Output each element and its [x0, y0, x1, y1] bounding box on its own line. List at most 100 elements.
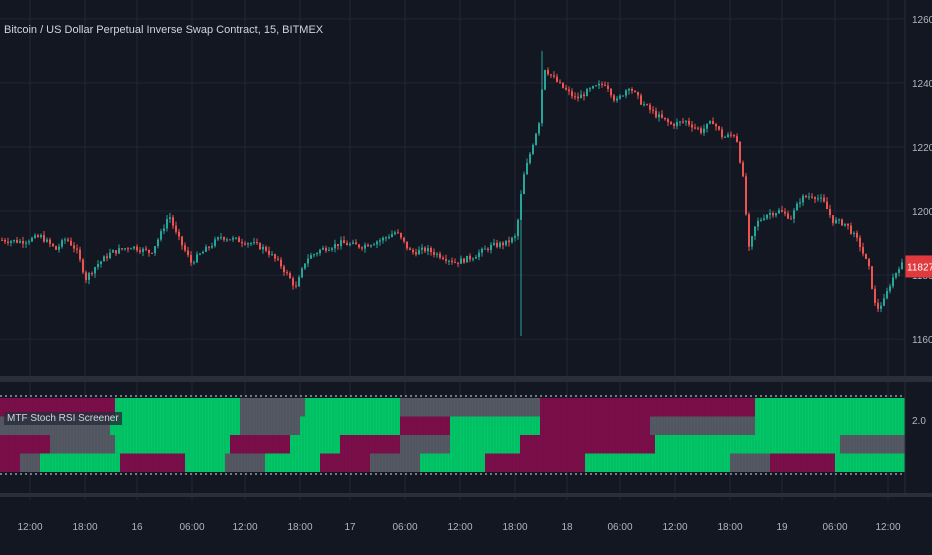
- heatmap-cell: [115, 435, 230, 454]
- candle-body: [586, 89, 588, 97]
- candle-body: [58, 246, 60, 250]
- candle-body: [676, 122, 678, 126]
- candle-body: [520, 194, 522, 220]
- candle-body: [610, 88, 612, 96]
- heatmap-cell: [520, 435, 655, 454]
- candle-body: [583, 94, 585, 97]
- candle-body: [613, 95, 615, 101]
- candle-body: [145, 248, 147, 250]
- candle-body: [154, 246, 156, 254]
- candle-body: [121, 248, 123, 250]
- candle-body: [547, 70, 549, 75]
- heatmap-cell: [50, 435, 115, 454]
- candle-body: [877, 302, 879, 309]
- candle-body: [85, 272, 87, 280]
- candle-body: [856, 232, 858, 238]
- candle-body: [514, 236, 516, 238]
- candle-body: [172, 217, 174, 226]
- candle-body: [385, 237, 387, 239]
- candle-body: [262, 246, 264, 250]
- candle-body: [664, 117, 666, 120]
- x-tick-label: 18:00: [287, 522, 312, 533]
- heatmap-cell: [290, 435, 340, 454]
- candle-body: [442, 257, 444, 260]
- candle-body: [541, 89, 543, 124]
- candle-body: [7, 241, 9, 243]
- candle-body: [277, 258, 279, 260]
- candle-body: [379, 240, 381, 242]
- candle-body: [160, 231, 162, 240]
- candle-body: [445, 259, 447, 261]
- candle-body: [268, 250, 270, 255]
- candle-body: [577, 96, 579, 99]
- candle-body: [838, 219, 840, 221]
- candle-body: [118, 248, 120, 254]
- heatmap-cell: [300, 416, 400, 435]
- x-tick-label: 12:00: [17, 522, 42, 533]
- candle-body: [718, 126, 720, 130]
- heatmap-cell: [20, 453, 40, 472]
- candle-body: [28, 241, 30, 243]
- candle-body: [604, 84, 606, 86]
- candle-body: [460, 258, 462, 264]
- candle-body: [49, 239, 51, 244]
- candle-body: [304, 263, 306, 269]
- candle-body: [313, 254, 315, 256]
- candle-body: [835, 219, 837, 224]
- candle-body: [97, 264, 99, 268]
- x-tick-label: 17: [344, 522, 356, 533]
- candle-body: [523, 174, 525, 195]
- candle-body: [487, 248, 489, 251]
- candle-body: [139, 250, 141, 252]
- candle-body: [694, 127, 696, 129]
- candle-body: [598, 83, 600, 86]
- candle-body: [352, 242, 354, 244]
- candle-body: [82, 259, 84, 273]
- candle-body: [256, 242, 258, 244]
- candle-body: [568, 89, 570, 92]
- candle-body: [61, 240, 63, 247]
- candle-body: [463, 258, 465, 263]
- candle-body: [475, 257, 477, 259]
- candle-body: [199, 253, 201, 255]
- candle-body: [469, 255, 471, 260]
- candle-body: [91, 273, 93, 275]
- candle-body: [115, 250, 117, 254]
- candle-body: [184, 245, 186, 251]
- candle-body: [802, 195, 804, 203]
- candle-body: [805, 195, 807, 198]
- candle-body: [703, 128, 705, 133]
- candle-body: [346, 243, 348, 246]
- heatmap-cell: [835, 453, 905, 472]
- candle-body: [901, 262, 903, 270]
- candle-body: [370, 245, 372, 247]
- candle-body: [535, 133, 537, 145]
- candle-body: [715, 124, 717, 127]
- candle-body: [394, 232, 396, 235]
- candle-body: [637, 91, 639, 96]
- candle-body: [661, 114, 663, 118]
- x-tick-label: 06:00: [179, 522, 204, 533]
- candle-body: [274, 254, 276, 259]
- x-tick-label: 16: [131, 522, 143, 533]
- x-tick-label: 12:00: [447, 522, 472, 533]
- candle-body: [253, 242, 255, 244]
- heatmap-cell: [40, 453, 120, 472]
- candle-body: [112, 250, 114, 253]
- x-tick-label: 12:00: [662, 522, 687, 533]
- candle-body: [619, 95, 621, 99]
- heatmap-cell: [240, 398, 305, 417]
- candle-body: [742, 162, 744, 177]
- candle-body: [178, 231, 180, 237]
- candle-body: [205, 246, 207, 252]
- x-tick-label: 12:00: [875, 522, 900, 533]
- candle-body: [127, 248, 129, 250]
- candle-body: [391, 234, 393, 238]
- candle-body: [874, 288, 876, 303]
- candle-body: [157, 239, 159, 247]
- candle-body: [190, 255, 192, 263]
- candle-body: [247, 243, 249, 245]
- candle-body: [832, 215, 834, 224]
- candle-body: [94, 267, 96, 274]
